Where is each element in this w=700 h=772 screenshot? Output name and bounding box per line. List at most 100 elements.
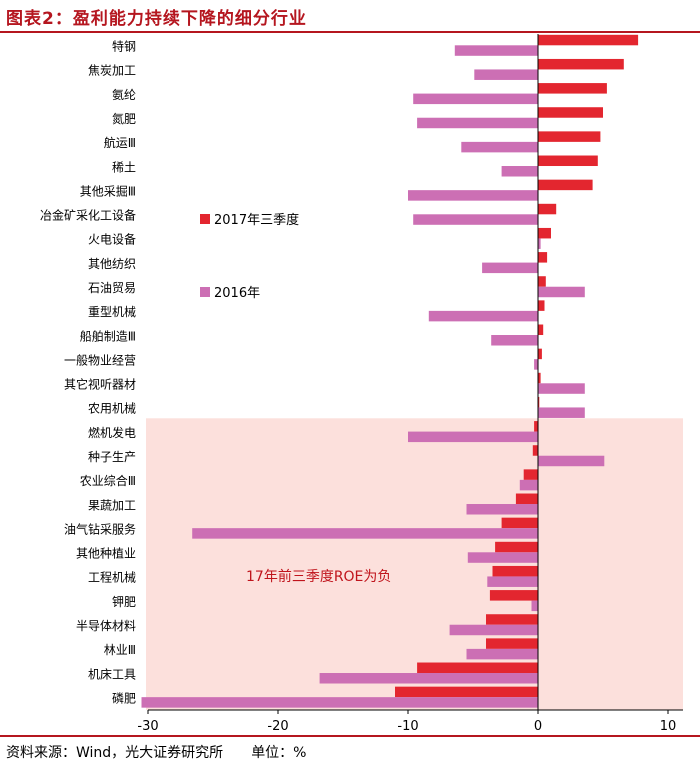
bar-2016	[538, 286, 585, 298]
bar-2017	[492, 565, 538, 577]
bar-2016	[487, 576, 538, 587]
bar-2017	[532, 445, 538, 456]
category-label: 机床工具	[88, 667, 136, 681]
bar-2017	[538, 107, 603, 118]
bar-2016	[538, 407, 585, 418]
category-label: 其他纺织	[88, 257, 136, 271]
category-label: 工程机械	[88, 570, 136, 585]
bar-2017	[501, 517, 538, 529]
bar-2016	[461, 141, 538, 153]
bar-2017	[515, 493, 538, 505]
bar-2017	[538, 34, 639, 46]
bar-2016	[538, 383, 585, 394]
bar-2017	[538, 348, 542, 360]
negative-roe-annotation: 17年前三季度ROE为负	[246, 568, 391, 585]
bar-2016	[454, 45, 538, 56]
bar-2016	[519, 479, 538, 491]
source-text: 资料来源：Wind，光大证券研究所	[6, 745, 224, 761]
bar-2017	[495, 541, 538, 553]
x-tick-label: 0	[534, 719, 542, 734]
bar-2017	[538, 58, 624, 70]
legend-swatch-2017	[200, 214, 210, 224]
bar-2017	[538, 300, 545, 311]
negative-roe-highlight	[146, 418, 683, 710]
bar-2016	[408, 431, 538, 443]
bar-2017	[417, 662, 538, 674]
bar-2016	[466, 648, 538, 660]
bar-2016	[192, 528, 538, 539]
footer-divider	[0, 735, 700, 737]
bar-2016	[534, 359, 538, 370]
bar-2017	[489, 590, 538, 601]
category-label: 磷肥	[112, 690, 136, 705]
bars-layer	[141, 34, 639, 708]
category-label: 氮肥	[112, 111, 136, 126]
category-label: 林业Ⅲ	[104, 643, 136, 657]
x-tick-label: -20	[267, 719, 288, 734]
category-label: 其他采掘Ⅲ	[80, 183, 136, 198]
category-label: 氨纶	[112, 88, 136, 102]
bar-2017	[538, 131, 601, 142]
bar-2017	[395, 686, 538, 698]
unit-text: 单位：%	[251, 745, 307, 761]
category-label: 农用机械	[88, 401, 136, 416]
legend-swatch-2016	[200, 287, 210, 297]
category-label: 航运Ⅲ	[104, 135, 136, 150]
bar-2016	[501, 166, 538, 177]
legend: 2017年三季度 2016年	[200, 212, 299, 301]
bar-2016	[538, 238, 541, 249]
category-label: 种子生产	[88, 450, 136, 464]
bar-2016	[413, 93, 538, 105]
bar-2016	[417, 117, 538, 129]
bar-2016	[449, 624, 538, 636]
bar-2017	[538, 252, 548, 263]
bar-2016	[141, 697, 538, 708]
category-label: 特钢	[112, 39, 136, 54]
bar-2017	[538, 324, 544, 336]
legend-label-2017: 2017年三季度	[214, 212, 299, 228]
category-label: 农业综合Ⅲ	[80, 473, 136, 488]
category-label: 重型机械	[88, 304, 136, 319]
bar-2016	[491, 335, 538, 346]
bar-2016	[408, 190, 538, 201]
bar-2017	[534, 421, 538, 432]
x-axis-layer: -30 -20 -10 0 10	[137, 34, 683, 734]
bar-2017	[538, 179, 593, 191]
bar-2017	[486, 614, 538, 625]
bar-2016	[428, 310, 538, 322]
bar-2017	[538, 155, 598, 167]
bar-2017	[538, 396, 540, 408]
bar-2016	[467, 552, 538, 563]
bar-2017	[538, 372, 541, 384]
bar-2016	[413, 214, 538, 225]
category-label: 半导体材料	[76, 619, 136, 633]
category-label: 船舶制造Ⅲ	[80, 328, 136, 343]
category-label: 其它视听器材	[64, 377, 136, 392]
bar-2017	[523, 469, 538, 480]
x-tick-label: 10	[660, 719, 677, 734]
category-label: 焦炭加工	[88, 64, 136, 78]
legend-label-2016: 2016年	[214, 286, 260, 301]
page-title: 图表2：盈利能力持续下降的细分行业	[6, 9, 307, 29]
bar-2017	[538, 83, 607, 94]
category-label: 钾肥	[112, 595, 136, 609]
category-label: 石油贸易	[88, 281, 136, 295]
highlight-background-layer	[146, 418, 683, 710]
category-label: 一般物业经营	[64, 352, 136, 367]
bar-2016	[319, 673, 538, 684]
bar-2017	[538, 203, 557, 215]
bar-2016	[531, 600, 538, 612]
bar-2016	[474, 69, 538, 80]
x-tick-label: -10	[397, 719, 418, 734]
category-label: 其他种植业	[76, 546, 136, 561]
bar-2017	[538, 227, 551, 239]
category-label: 果蔬加工	[88, 498, 136, 512]
category-label: 火电设备	[88, 233, 136, 247]
bar-2016	[466, 504, 538, 515]
category-label: 燃机发电	[88, 425, 136, 440]
category-label: 冶金矿采化工设备	[40, 208, 136, 223]
bar-2016	[482, 262, 538, 274]
bar-2016	[538, 455, 605, 467]
